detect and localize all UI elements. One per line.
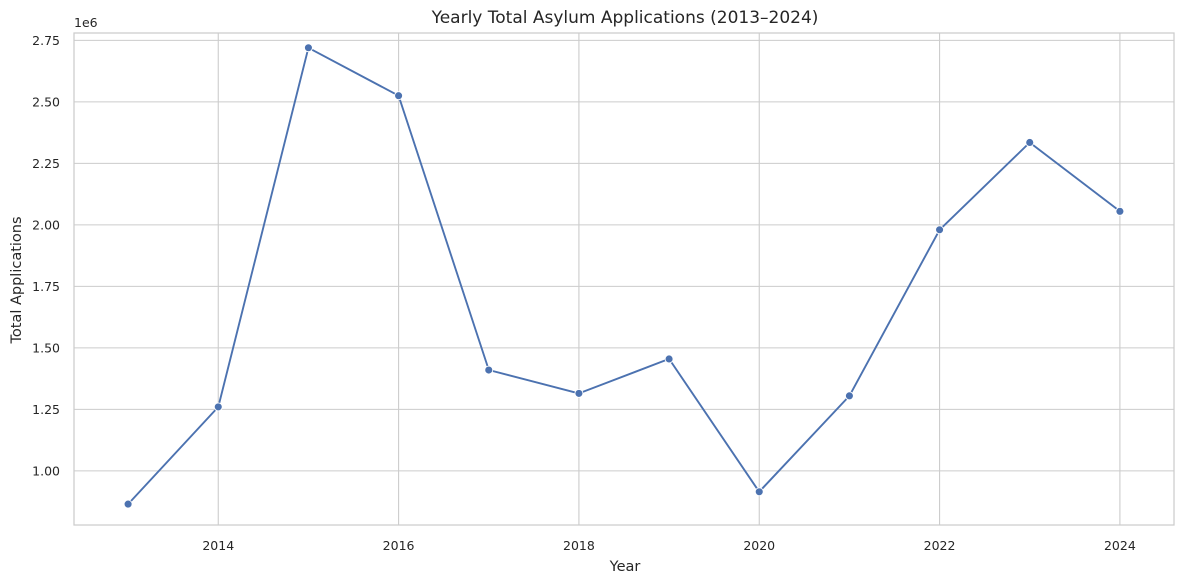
y-tick-label: 2.50 [32,94,60,109]
plot-frame [73,32,1175,526]
series-layer [123,43,1125,509]
data-point [574,388,584,398]
data-point [754,487,764,497]
data-point [935,225,945,235]
data-point [394,91,404,101]
x-tick-label: 2018 [563,538,595,553]
data-point [123,499,133,509]
x-tick-label: 2016 [383,538,415,553]
data-point [1115,206,1125,216]
tick-labels: 2014 2016 2018 2020 2022 2024 1.00 1.25 1.50 1.75… [32,33,1136,553]
y-axis-title: Total Applications [9,216,25,344]
x-tick-label: 2020 [743,538,775,553]
data-point [1025,138,1035,147]
x-tick-label: 2022 [924,538,956,553]
y-tick-label: 1.25 [32,402,60,417]
data-point [213,402,223,412]
y-tick-label: 2.25 [32,156,60,171]
series-line [127,46,1121,505]
x-tick-label: 2024 [1104,538,1136,553]
y-tick-label: 1.50 [32,340,60,355]
y-tick-label: 2.75 [32,33,60,48]
y-axis-offset-label: 1e6 [74,15,98,30]
y-tick-label: 1.75 [32,279,60,294]
y-tick-label: 2.00 [32,217,60,232]
chart-title: Yearly Total Asylum Applications (2013–2… [431,8,819,28]
data-point [303,43,313,53]
grid-layer [74,33,1174,525]
data-point [844,391,854,401]
data-point [484,365,494,375]
data-point [664,354,674,364]
x-tick-label: 2014 [202,538,234,553]
y-tick-label: 1.00 [32,463,60,478]
x-axis-title: Year [609,559,641,575]
